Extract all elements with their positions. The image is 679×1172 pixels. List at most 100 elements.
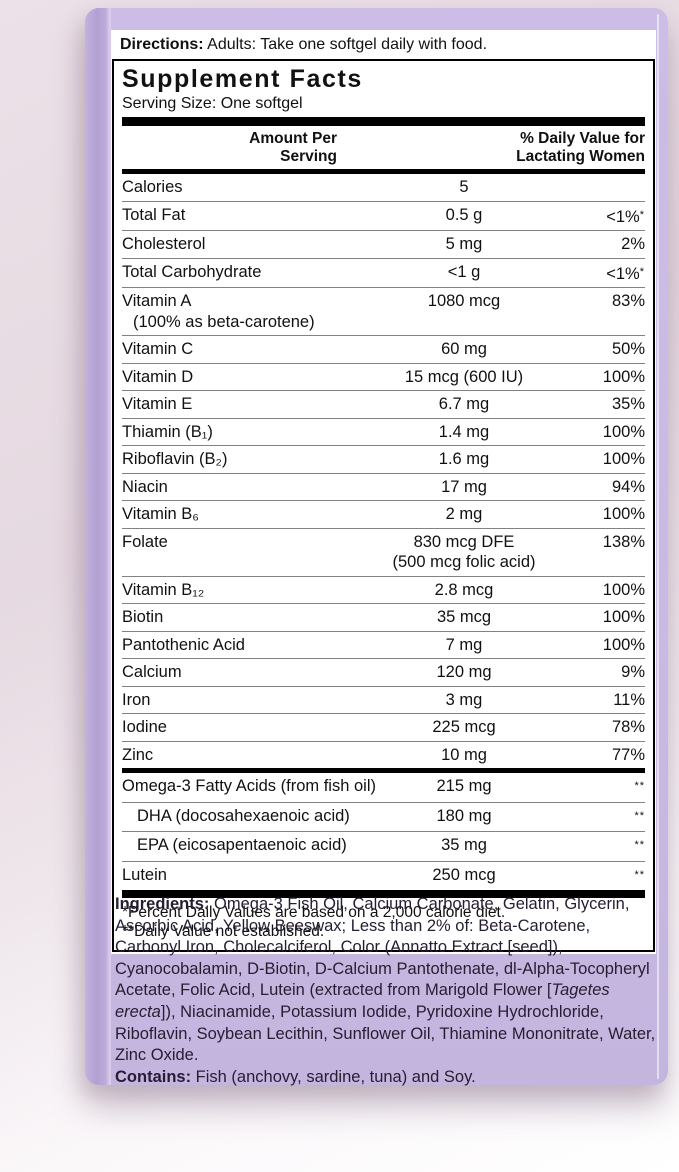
ingredients-label: Ingredients: — [115, 895, 210, 913]
dv-asterisk: ** — [634, 809, 645, 822]
nutrient-amount: 120 mg — [436, 663, 492, 681]
nutrient-row: Calcium 120 mg 9% — [122, 658, 645, 686]
divider-thick-bottom — [122, 890, 645, 898]
nutrient-name: Omega-3 Fatty Acids (from fish oil) — [122, 777, 376, 795]
nutrient-daily-value: 100% — [602, 422, 645, 441]
ingredients-list-1: Omega-3 Fish Oil, Calcium Carbonate, Gel… — [115, 895, 650, 1000]
nutrient-name: Vitamin B₆ — [122, 505, 199, 523]
supplement-facts-title: Supplement Facts — [122, 65, 363, 93]
directions-label: Directions: — [120, 36, 204, 53]
nutrient-daily-value: 100% — [602, 608, 645, 626]
nutrient-name: Iodine — [122, 718, 167, 736]
footnote-daily-values: *Percent Daily Values are based on a 2,0… — [122, 904, 506, 921]
supplement-facts-panel: Supplement Facts Serving Size: One softg… — [112, 59, 655, 952]
nutrient-row: Total Carbohydrate <1 g <1%* — [122, 257, 645, 288]
nutrient-row: Vitamin A (100% as beta-carotene) 1080 mcg… — [122, 287, 645, 335]
nutrient-amount: 215 mg — [436, 777, 492, 795]
nutrient-row: Vitamin D 15 mcg (600 IU) 100% — [122, 362, 645, 391]
nutrient-name: Biotin — [122, 608, 164, 626]
label-panel: Directions: Adults: Take one softgel dai… — [111, 30, 656, 954]
directions-text: Directions: Adults: Take one softgel dai… — [111, 30, 656, 59]
nutrient-row: Vitamin E 6.7 mg 35% — [122, 390, 645, 418]
nutrient-daily-value: 50% — [611, 340, 645, 358]
nutrient-daily-value: ** — [550, 776, 645, 799]
ingredients-latin-name: Tagetes erecta — [115, 981, 610, 1021]
nutrient-name: Cholesterol — [122, 235, 206, 253]
nutrient-name: Vitamin B₁₂ — [122, 580, 205, 599]
nutrient-row: Biotin 35 mcg 100% — [122, 603, 645, 631]
nutrient-name: Folate — [122, 532, 168, 551]
nutrient-daily-value: 2% — [621, 235, 645, 253]
dv-asterisk: ** — [634, 780, 645, 792]
nutrient-daily-value: 78% — [611, 718, 645, 736]
nutrient-daily-value: 100% — [602, 635, 645, 654]
nutrient-row: DHA (docosahexaenoic acid) 180 mg ** — [122, 801, 645, 832]
nutrient-daily-value: 11% — [613, 690, 645, 709]
nutrient-row: Vitamin B₁₂ 2.8 mcg 100% — [122, 575, 645, 604]
nutrient-amount: 225 mcg — [432, 718, 496, 736]
nutrient-amount: 15 mcg (600 IU) — [404, 367, 524, 386]
nutrient-daily-value: 100% — [602, 505, 645, 523]
nutrient-daily-value: 100% — [602, 450, 645, 468]
contains-body: Fish (anchovy, sardine, tuna) and Soy. — [191, 1067, 476, 1086]
contains-label: Contains: — [115, 1067, 192, 1086]
nutrient-name: Pantothenic Acid — [122, 635, 245, 654]
nutrient-daily-value: ** — [550, 865, 645, 888]
nutrient-amount: 35 mcg — [436, 608, 492, 626]
nutrient-row: Riboflavin (B₂) 1.6 mg 100% — [122, 445, 645, 473]
nutrient-daily-value: 77% — [611, 745, 645, 764]
nutrient-name: Vitamin A (100% as beta-carotene) — [122, 291, 378, 332]
nutrient-amount: 830 mcg DFE (500 mcg folic acid) — [378, 532, 550, 573]
nutrient-row: Pantothenic Acid 7 mg 100% — [122, 630, 645, 659]
nutrient-amount: 1.4 mg — [438, 422, 490, 441]
ingredients-paragraph: Ingredients: Omega-3 Fish Oil, Calcium C… — [115, 894, 660, 1088]
nutrient-daily-value — [550, 177, 645, 198]
nutrient-amount: 0.5 g — [445, 205, 483, 224]
dv-asterisk: ** — [634, 868, 645, 881]
nutrient-daily-value: 35% — [611, 395, 645, 413]
nutrient-daily-value: 83% — [611, 292, 645, 310]
nutrient-amount: 5 — [459, 178, 469, 196]
divider-thick-top — [122, 117, 645, 126]
nutrient-amount: 180 mg — [436, 806, 492, 825]
contains-statement: Contains: Fish (anchovy, sardine, tuna) … — [115, 1067, 660, 1089]
nutrient-amount: 2.8 mcg — [434, 580, 494, 599]
daily-value-header: % Daily Value for Lactating Women — [516, 130, 645, 165]
amount-per-serving-header: Amount Per Serving — [249, 130, 337, 165]
nutrient-name: Iron — [122, 690, 151, 709]
nutrient-rows: Calories 5 Total Fat 0.5 g <1%* Cholesterol 5 … — [122, 174, 645, 890]
nutrient-name: Vitamin E — [122, 395, 193, 413]
ingredients-list-2: ]), Niacinamide, Potassium Iodide, Pyrid… — [115, 1002, 656, 1065]
nutrient-row: Lutein 250 mcg ** — [122, 860, 645, 891]
nutrient-daily-value: 138% — [602, 532, 645, 551]
nutrient-row: Vitamin C 60 mg 50% — [122, 335, 645, 363]
nutrient-row: Calories 5 — [122, 174, 645, 201]
nutrient-amount: 5 mg — [445, 235, 483, 253]
directions-body: Adults: Take one softgel daily with food… — [203, 36, 488, 53]
nutrient-amount: 1.6 mg — [438, 450, 490, 468]
nutrient-name: DHA (docosahexaenoic acid) — [137, 806, 350, 825]
divider-under-header — [122, 169, 645, 174]
product-box: Directions: Adults: Take one softgel dai… — [85, 8, 668, 1088]
nutrient-row: Iron 3 mg 11% — [122, 685, 645, 714]
nutrient-amount: 35 mg — [441, 836, 487, 854]
nutrient-row: Total Fat 0.5 g <1%* — [122, 200, 645, 231]
nutrient-row: Iodine 225 mcg 78% — [122, 713, 645, 741]
dv-asterisk: * — [639, 265, 645, 278]
section-divider — [122, 768, 645, 773]
nutrient-amount: 250 mcg — [432, 865, 496, 884]
nutrient-daily-value: 9% — [621, 663, 645, 681]
nutrient-name: Niacin — [122, 477, 168, 496]
nutrient-name: Thiamin (B₁) — [122, 422, 213, 441]
nutrient-daily-value: ** — [550, 806, 645, 829]
serving-size: Serving Size: One softgel — [122, 95, 303, 112]
nutrient-daily-value: 100% — [602, 580, 645, 599]
footnotes: *Percent Daily Values are based on a 2,0… — [122, 898, 645, 944]
nutrient-daily-value: 100% — [602, 367, 645, 386]
nutrient-amount: 6.7 mg — [438, 395, 490, 413]
nutrient-name: Vitamin C — [122, 340, 194, 358]
nutrient-row: Niacin 17 mg 94% — [122, 472, 645, 501]
nutrient-amount-subtext: (500 mcg folic acid) — [392, 553, 536, 571]
box-left-edge — [85, 8, 111, 1085]
